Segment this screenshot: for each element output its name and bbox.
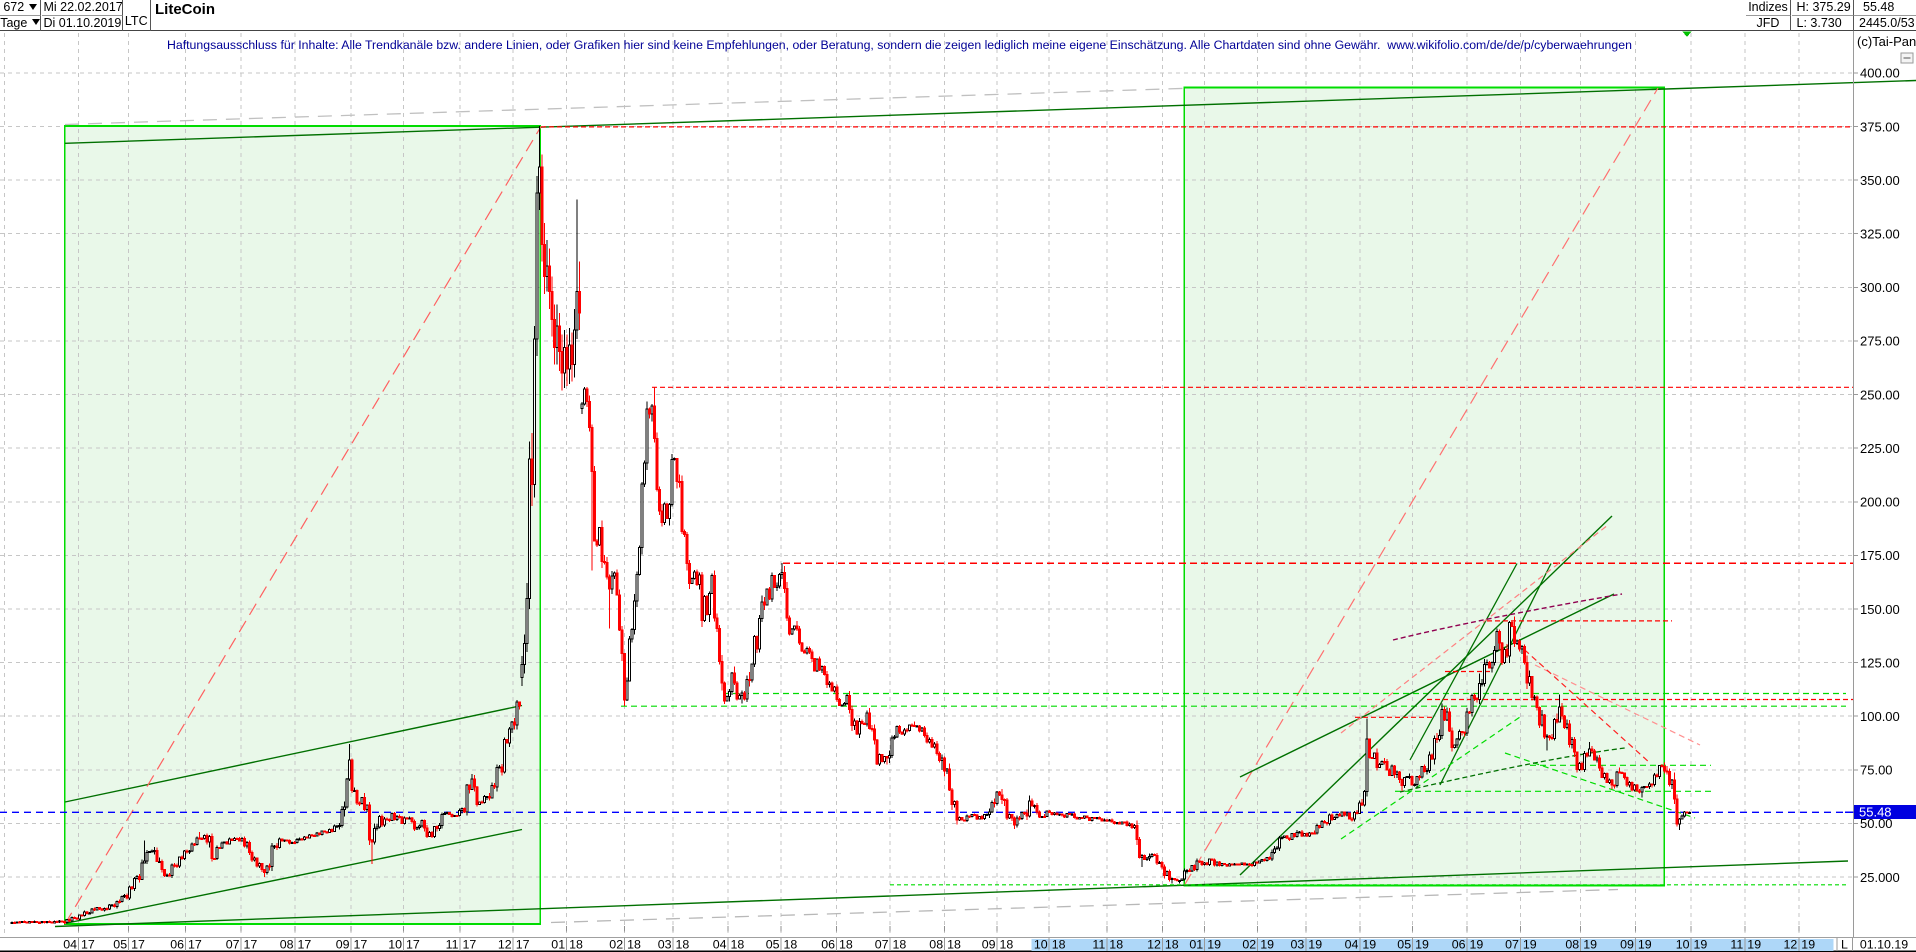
svg-text:19: 19 xyxy=(1415,938,1429,952)
svg-text:18: 18 xyxy=(731,938,745,952)
svg-text:12: 12 xyxy=(1147,938,1161,952)
svg-text:75.00: 75.00 xyxy=(1860,763,1893,778)
svg-text:18: 18 xyxy=(1052,938,1066,952)
svg-text:225.00: 225.00 xyxy=(1860,441,1900,456)
svg-text:17: 17 xyxy=(516,938,530,952)
svg-text:150.00: 150.00 xyxy=(1860,602,1900,617)
svg-text:03: 03 xyxy=(658,938,672,952)
svg-text:08: 08 xyxy=(929,938,943,952)
svg-text:19: 19 xyxy=(1747,938,1761,952)
svg-text:100.00: 100.00 xyxy=(1860,709,1900,724)
svg-text:19: 19 xyxy=(1583,938,1597,952)
svg-text:175.00: 175.00 xyxy=(1860,548,1900,563)
svg-text:19: 19 xyxy=(1523,938,1537,952)
svg-text:19: 19 xyxy=(1694,938,1708,952)
svg-text:05: 05 xyxy=(766,938,780,952)
svg-text:375.00: 375.00 xyxy=(1860,119,1900,134)
svg-text:18: 18 xyxy=(569,938,583,952)
svg-text:55.48: 55.48 xyxy=(1859,805,1892,820)
svg-text:06: 06 xyxy=(1452,938,1466,952)
svg-text:18: 18 xyxy=(1109,938,1123,952)
svg-text:11: 11 xyxy=(1730,938,1743,952)
svg-text:04: 04 xyxy=(1345,938,1359,952)
svg-text:17: 17 xyxy=(298,938,312,952)
svg-text:19: 19 xyxy=(1801,938,1815,952)
svg-text:400.00: 400.00 xyxy=(1860,66,1900,81)
svg-text:50.00: 50.00 xyxy=(1860,816,1893,831)
svg-text:09: 09 xyxy=(1620,938,1634,952)
svg-text:02: 02 xyxy=(1242,938,1256,952)
svg-text:17: 17 xyxy=(406,938,420,952)
svg-text:300.00: 300.00 xyxy=(1860,280,1900,295)
svg-text:17: 17 xyxy=(463,938,477,952)
svg-text:04: 04 xyxy=(713,938,727,952)
svg-text:02: 02 xyxy=(609,938,623,952)
svg-text:08: 08 xyxy=(1565,938,1579,952)
svg-text:18: 18 xyxy=(1000,938,1014,952)
svg-text:09: 09 xyxy=(336,938,350,952)
svg-text:07: 07 xyxy=(875,938,889,952)
svg-text:18: 18 xyxy=(839,938,853,952)
svg-text:03: 03 xyxy=(1291,938,1305,952)
svg-text:19: 19 xyxy=(1362,938,1376,952)
svg-text:19: 19 xyxy=(1207,938,1221,952)
svg-text:09: 09 xyxy=(982,938,996,952)
svg-text:18: 18 xyxy=(893,938,907,952)
svg-text:07: 07 xyxy=(226,938,240,952)
svg-text:12: 12 xyxy=(498,938,512,952)
svg-text:10: 10 xyxy=(1676,938,1690,952)
svg-text:06: 06 xyxy=(821,938,835,952)
svg-text:325.00: 325.00 xyxy=(1860,227,1900,242)
svg-text:01: 01 xyxy=(1189,938,1203,952)
svg-text:19: 19 xyxy=(1260,938,1274,952)
svg-text:19: 19 xyxy=(1308,938,1322,952)
svg-text:12: 12 xyxy=(1784,938,1798,952)
svg-text:17: 17 xyxy=(131,938,145,952)
svg-text:19: 19 xyxy=(1638,938,1652,952)
svg-text:10: 10 xyxy=(388,938,402,952)
svg-text:(c)Tai-Pan: (c)Tai-Pan xyxy=(1857,34,1916,49)
svg-text:275.00: 275.00 xyxy=(1860,334,1900,349)
svg-text:17: 17 xyxy=(188,938,202,952)
svg-text:10: 10 xyxy=(1034,938,1048,952)
svg-text:17: 17 xyxy=(244,938,258,952)
svg-text:125.00: 125.00 xyxy=(1860,655,1900,670)
svg-text:350.00: 350.00 xyxy=(1860,173,1900,188)
svg-text:200.00: 200.00 xyxy=(1860,495,1900,510)
svg-text:05: 05 xyxy=(1397,938,1411,952)
svg-text:08: 08 xyxy=(280,938,294,952)
svg-text:04: 04 xyxy=(63,938,77,952)
svg-text:01: 01 xyxy=(551,938,565,952)
svg-text:18: 18 xyxy=(627,938,641,952)
svg-text:25.000: 25.000 xyxy=(1860,870,1900,885)
svg-text:17: 17 xyxy=(81,938,95,952)
svg-text:L: L xyxy=(1841,938,1848,952)
svg-text:18: 18 xyxy=(947,938,961,952)
svg-text:19: 19 xyxy=(1470,938,1484,952)
svg-text:17: 17 xyxy=(354,938,368,952)
svg-text:06: 06 xyxy=(170,938,184,952)
svg-text:11: 11 xyxy=(1092,938,1105,952)
svg-text:250.00: 250.00 xyxy=(1860,387,1900,402)
svg-text:05: 05 xyxy=(113,938,127,952)
svg-text:11: 11 xyxy=(446,938,459,952)
svg-text:18: 18 xyxy=(676,938,690,952)
svg-text:07: 07 xyxy=(1505,938,1519,952)
svg-text:01.10.19: 01.10.19 xyxy=(1860,938,1908,952)
svg-text:18: 18 xyxy=(1165,938,1179,952)
svg-text:18: 18 xyxy=(784,938,798,952)
